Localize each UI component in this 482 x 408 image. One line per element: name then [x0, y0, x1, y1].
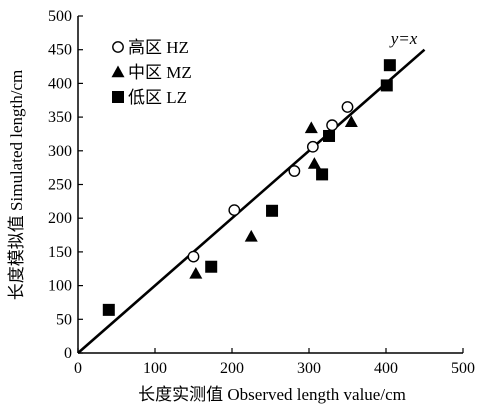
y-tick-label: 250: [48, 177, 72, 194]
y-tick-label: 0: [64, 345, 72, 362]
y-axis-title: 长度模拟值 Simulated length/cm: [7, 70, 26, 300]
y-tick-label: 200: [48, 210, 72, 227]
reference-line-label: y=x: [389, 29, 418, 48]
data-point: [381, 79, 393, 91]
x-tick-label: 0: [74, 360, 82, 377]
data-point: [308, 142, 318, 152]
data-point: [323, 130, 335, 142]
data-point: [103, 304, 115, 316]
legend-marker: [112, 66, 125, 78]
y-tick-label: 350: [48, 109, 72, 126]
legend-marker: [113, 42, 123, 52]
legend-item: 中区 MZ: [112, 63, 192, 82]
data-point: [188, 251, 198, 261]
y-tick-label: 400: [48, 75, 72, 92]
y-tick-label: 50: [56, 311, 72, 328]
legend-label: 中区 MZ: [128, 63, 192, 82]
data-point: [245, 230, 258, 242]
legend-item: 低区 LZ: [112, 88, 187, 107]
series-0: [188, 102, 352, 262]
legend: 高区 HZ 中区 MZ 低区 LZ: [112, 38, 192, 107]
data-point: [205, 261, 217, 273]
data-point: [305, 121, 318, 133]
data-point: [342, 102, 352, 112]
y-tick-label: 100: [48, 278, 72, 295]
data-point: [316, 168, 328, 180]
data-point: [266, 205, 278, 217]
x-axis-title: 长度实测值 Observed length value/cm: [138, 385, 406, 404]
legend-label: 高区 HZ: [128, 38, 189, 57]
legend-label: 低区 LZ: [128, 88, 187, 107]
y-tick-label: 150: [48, 244, 72, 261]
y-tick-label: 450: [48, 42, 72, 59]
legend-item: 高区 HZ: [113, 38, 189, 57]
x-tick-label: 100: [143, 360, 167, 377]
data-point: [327, 120, 337, 130]
legend-marker: [112, 91, 124, 103]
data-point: [308, 157, 321, 169]
y-tick-label: 300: [48, 143, 72, 160]
data-point: [289, 166, 299, 176]
x-tick-label: 200: [220, 360, 244, 377]
data-point: [189, 267, 202, 279]
data-point: [229, 205, 239, 215]
y-tick-label: 500: [48, 8, 72, 25]
x-tick-label: 300: [297, 360, 321, 377]
x-tick-label: 500: [451, 360, 475, 377]
x-tick-label: 400: [374, 360, 398, 377]
data-point: [384, 59, 396, 71]
